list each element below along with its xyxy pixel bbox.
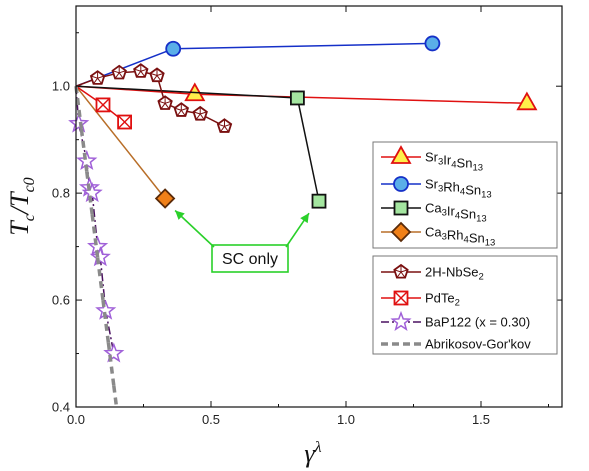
legend-marker-0 <box>390 145 412 164</box>
series-layer <box>68 35 538 408</box>
legend-marker-1 <box>393 176 409 192</box>
series-2 <box>75 85 327 209</box>
series-6-point-4 <box>81 181 103 203</box>
legend-entry-4: 2H-NbSe2 <box>381 263 484 283</box>
legend-label-3: Ca3Rh4Sn13 <box>425 225 495 249</box>
legend-label-4: 2H-NbSe2 <box>425 265 484 283</box>
series-4 <box>75 63 233 133</box>
series-0-point-2 <box>516 91 538 111</box>
series-3 <box>75 85 176 209</box>
series-5 <box>75 85 132 130</box>
legend-entry-2: Ca3Ir4Sn13 <box>381 201 487 225</box>
series-2-segment-1 <box>296 97 320 202</box>
series-4-point-4 <box>149 67 165 83</box>
series-4-point-1 <box>89 70 106 85</box>
legend-marker-4 <box>393 263 409 279</box>
series-7-segment-7 <box>112 385 119 408</box>
series-7 <box>74 85 119 408</box>
legend-label-5: PdTe2 <box>425 291 460 309</box>
annotation-box <box>211 244 289 273</box>
legend-entry-5: PdTe2 <box>381 291 460 309</box>
annotation-arrow-0 <box>174 209 215 248</box>
legend-marker-2 <box>393 200 409 216</box>
legend-label-1: Sr3Rh4Sn13 <box>425 177 492 201</box>
legend-label-6: BaP122 (x = 0.30) <box>425 315 530 330</box>
series-1-point-2 <box>424 35 441 52</box>
legend-marker-5 <box>393 290 409 306</box>
y-tick-label-2: 0.8 <box>52 186 70 201</box>
x-tick-label-1: 0.5 <box>202 412 220 427</box>
series-5-point-2 <box>117 114 132 130</box>
annotation-arrow-1 <box>285 212 310 248</box>
y-tick-label-3: 1.0 <box>52 79 70 94</box>
legend-entry-1: Sr3Rh4Sn13 <box>381 176 492 201</box>
legend-marker-6 <box>390 310 412 332</box>
series-6-point-6 <box>89 246 111 267</box>
series-2-point-1 <box>289 90 305 106</box>
series-6-point-1 <box>68 112 90 133</box>
axes-frame <box>75 5 563 408</box>
x-tick-label-2: 1.0 <box>337 412 355 427</box>
series-4-point-2 <box>111 64 127 80</box>
series-3-segment-0 <box>75 85 166 199</box>
legend-label-2: Ca3Ir4Sn13 <box>425 201 487 225</box>
legend-entry-6: BaP122 (x = 0.30) <box>381 310 530 332</box>
y-tick-label-1: 0.6 <box>52 293 70 308</box>
series-4-point-6 <box>173 102 190 117</box>
series-3-point-1 <box>154 188 176 209</box>
series-1-segment-1 <box>173 42 433 50</box>
series-4-point-5 <box>157 95 173 110</box>
legend-marker-3 <box>390 221 412 243</box>
x-tick-label-3: 1.5 <box>472 412 490 427</box>
legend-label-0: Sr3Ir4Sn13 <box>425 150 483 174</box>
series-1-point-1 <box>165 40 182 57</box>
x-tick-label-0: 0.0 <box>67 412 85 427</box>
y-tick-label-0: 0.4 <box>52 400 70 415</box>
legend-entry-0: Sr3Ir4Sn13 <box>381 145 483 174</box>
legend-entry-3: Ca3Rh4Sn13 <box>381 221 495 249</box>
series-5-point-1 <box>95 97 111 113</box>
series-4-point-3 <box>133 63 149 78</box>
series-4-point-7 <box>192 105 208 121</box>
series-2-point-2 <box>311 193 327 209</box>
y-axis-label: Tc/Tc0 <box>5 177 38 235</box>
series-6-point-8 <box>103 342 125 363</box>
legend-entry-7: Abrikosov-Gor'kov <box>381 337 531 352</box>
legend: Sr3Ir4Sn13 Sr3Rh4Sn13Ca3Ir4Sn13Ca3Rh4Sn13… <box>372 141 558 355</box>
y-axis-label-text: Tc/Tc0 <box>5 177 38 235</box>
annotation-text: SC only <box>222 251 278 268</box>
series-2-segment-0 <box>75 85 298 99</box>
axes-layer: 0.0 0.5 1.0 1.5 0.4 0.6 0.8 1.0 γλ Tc/Tc0 <box>5 5 563 468</box>
legend-label-7: Abrikosov-Gor'kov <box>425 337 531 352</box>
series-6-segment-4 <box>91 193 99 247</box>
series-1 <box>75 35 441 87</box>
series-4-point-8 <box>216 118 233 133</box>
annotation-layer: SC only <box>174 209 310 273</box>
x-axis-label: γλ <box>304 439 321 468</box>
